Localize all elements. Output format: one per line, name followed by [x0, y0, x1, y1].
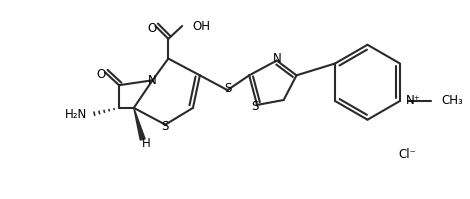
- Text: N: N: [148, 74, 157, 87]
- Text: N⁺: N⁺: [406, 95, 421, 107]
- Text: H: H: [142, 137, 151, 150]
- Text: O: O: [97, 68, 106, 81]
- Text: S: S: [162, 120, 169, 133]
- Text: OH: OH: [192, 20, 210, 33]
- Text: S: S: [224, 82, 231, 95]
- Text: S: S: [251, 100, 259, 113]
- Text: Cl⁻: Cl⁻: [398, 148, 416, 161]
- Text: O: O: [147, 21, 156, 34]
- Text: H₂N: H₂N: [65, 108, 87, 121]
- Polygon shape: [134, 108, 145, 140]
- Text: N: N: [273, 52, 281, 65]
- Text: CH₃: CH₃: [441, 95, 463, 107]
